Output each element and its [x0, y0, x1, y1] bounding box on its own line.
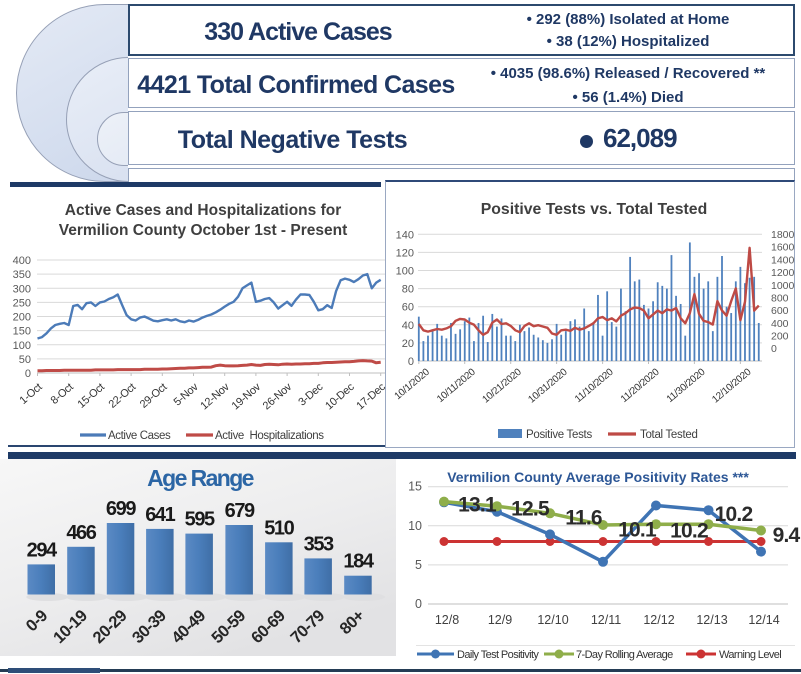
- svg-text:12/11: 12/11: [591, 613, 621, 627]
- svg-text:9.4: 9.4: [773, 524, 801, 547]
- svg-text:1800: 1800: [771, 229, 795, 241]
- svg-text:10/11/2020: 10/11/2020: [435, 366, 478, 405]
- svg-text:466: 466: [66, 522, 96, 544]
- svg-text:400: 400: [13, 255, 31, 267]
- svg-text:400: 400: [771, 318, 789, 330]
- svg-text:19-Nov: 19-Nov: [230, 381, 264, 413]
- svg-text:12/8: 12/8: [435, 613, 459, 627]
- svg-text:10/31/2020: 10/31/2020: [526, 366, 570, 405]
- svg-text:595: 595: [185, 509, 215, 531]
- svg-text:3-Dec: 3-Dec: [296, 381, 325, 409]
- svg-text:0: 0: [771, 343, 777, 355]
- svg-text:11/30/2020: 11/30/2020: [665, 366, 708, 405]
- svg-text:50: 50: [19, 354, 31, 366]
- svg-text:Vermilion County October 1st -: Vermilion County October 1st - Present: [59, 222, 348, 239]
- svg-text:5: 5: [415, 558, 422, 572]
- svg-text:150: 150: [13, 326, 31, 338]
- svg-text:353: 353: [304, 533, 334, 555]
- svg-text:100: 100: [13, 340, 31, 352]
- svg-text:641: 641: [145, 504, 175, 526]
- svg-text:Total Tested: Total Tested: [640, 429, 698, 441]
- svg-text:Active Cases: Active Cases: [108, 430, 171, 442]
- svg-text:Positive Tests: Positive Tests: [526, 429, 592, 441]
- svg-text:26-Nov: 26-Nov: [261, 381, 295, 413]
- svg-text:100: 100: [396, 266, 414, 278]
- svg-text:15-Oct: 15-Oct: [75, 381, 107, 411]
- svg-text:15: 15: [408, 480, 422, 494]
- svg-text:Positive Tests vs. Total Teste: Positive Tests vs. Total Tested: [481, 201, 708, 218]
- svg-text:12-Nov: 12-Nov: [198, 381, 232, 413]
- svg-text:11/10/2020: 11/10/2020: [573, 366, 616, 405]
- svg-text:7-Day Rolling Average: 7-Day Rolling Average: [576, 649, 673, 661]
- svg-text:20: 20: [402, 338, 414, 350]
- svg-text:250: 250: [13, 297, 31, 309]
- svg-text:0: 0: [25, 368, 31, 380]
- svg-text:11.6: 11.6: [565, 507, 602, 530]
- svg-text:0: 0: [415, 597, 422, 611]
- svg-text:8-Oct: 8-Oct: [49, 381, 76, 407]
- svg-text:350: 350: [13, 269, 31, 281]
- svg-text:1600: 1600: [771, 242, 795, 254]
- svg-text:12/10: 12/10: [537, 613, 568, 627]
- svg-text:600: 600: [771, 305, 789, 317]
- svg-text:12/9: 12/9: [488, 613, 512, 627]
- svg-text:184: 184: [343, 551, 374, 573]
- svg-text:200: 200: [771, 331, 789, 343]
- svg-text:5-Nov: 5-Nov: [172, 381, 201, 409]
- svg-text:10: 10: [408, 519, 422, 533]
- svg-text:10.2: 10.2: [670, 520, 708, 543]
- svg-text:0: 0: [408, 356, 414, 368]
- svg-text:Age Range: Age Range: [147, 465, 254, 491]
- svg-text:Daily Test Positivity: Daily Test Positivity: [457, 649, 539, 661]
- svg-text:10-Dec: 10-Dec: [323, 381, 357, 413]
- svg-text:140: 140: [396, 229, 414, 241]
- svg-text:12/12: 12/12: [643, 613, 674, 627]
- svg-text:29-Oct: 29-Oct: [138, 381, 170, 411]
- svg-text:510: 510: [264, 517, 294, 539]
- svg-text:1-Oct: 1-Oct: [17, 381, 44, 407]
- svg-text:1000: 1000: [771, 280, 795, 292]
- svg-text:Active Hospitalizations: Active Hospitalizations: [215, 430, 324, 442]
- svg-text:Active Cases and Hospitalizati: Active Cases and Hospitalizations for: [65, 202, 342, 219]
- svg-text:10/1/2020: 10/1/2020: [393, 366, 433, 402]
- svg-text:1400: 1400: [771, 254, 795, 266]
- svg-text:300: 300: [13, 283, 31, 295]
- svg-text:13.1: 13.1: [458, 494, 497, 517]
- svg-text:12.5: 12.5: [511, 498, 550, 521]
- svg-text:120: 120: [396, 247, 414, 259]
- svg-text:10/21/2020: 10/21/2020: [481, 366, 525, 405]
- svg-text:800: 800: [771, 292, 789, 304]
- svg-text:80: 80: [402, 284, 414, 296]
- svg-text:Warning Level: Warning Level: [719, 649, 781, 661]
- svg-text:10.1: 10.1: [618, 519, 657, 542]
- svg-text:12/10/2020: 12/10/2020: [710, 366, 754, 405]
- svg-text:294: 294: [27, 539, 58, 561]
- svg-text:Vermilion County Average Posit: Vermilion County Average Positivity Rate…: [447, 469, 749, 485]
- svg-text:10.2: 10.2: [715, 503, 753, 526]
- svg-text:11/20/2020: 11/20/2020: [619, 366, 662, 405]
- svg-text:12/13: 12/13: [696, 613, 727, 627]
- svg-text:12/14: 12/14: [748, 613, 779, 627]
- svg-text:60: 60: [402, 302, 414, 314]
- svg-text:679: 679: [225, 500, 255, 522]
- svg-text:40: 40: [402, 320, 414, 332]
- svg-text:200: 200: [13, 312, 31, 324]
- svg-text:699: 699: [106, 498, 136, 520]
- svg-text:17-Dec: 17-Dec: [354, 381, 388, 413]
- svg-text:1200: 1200: [771, 267, 795, 279]
- svg-text:22-Oct: 22-Oct: [107, 381, 139, 411]
